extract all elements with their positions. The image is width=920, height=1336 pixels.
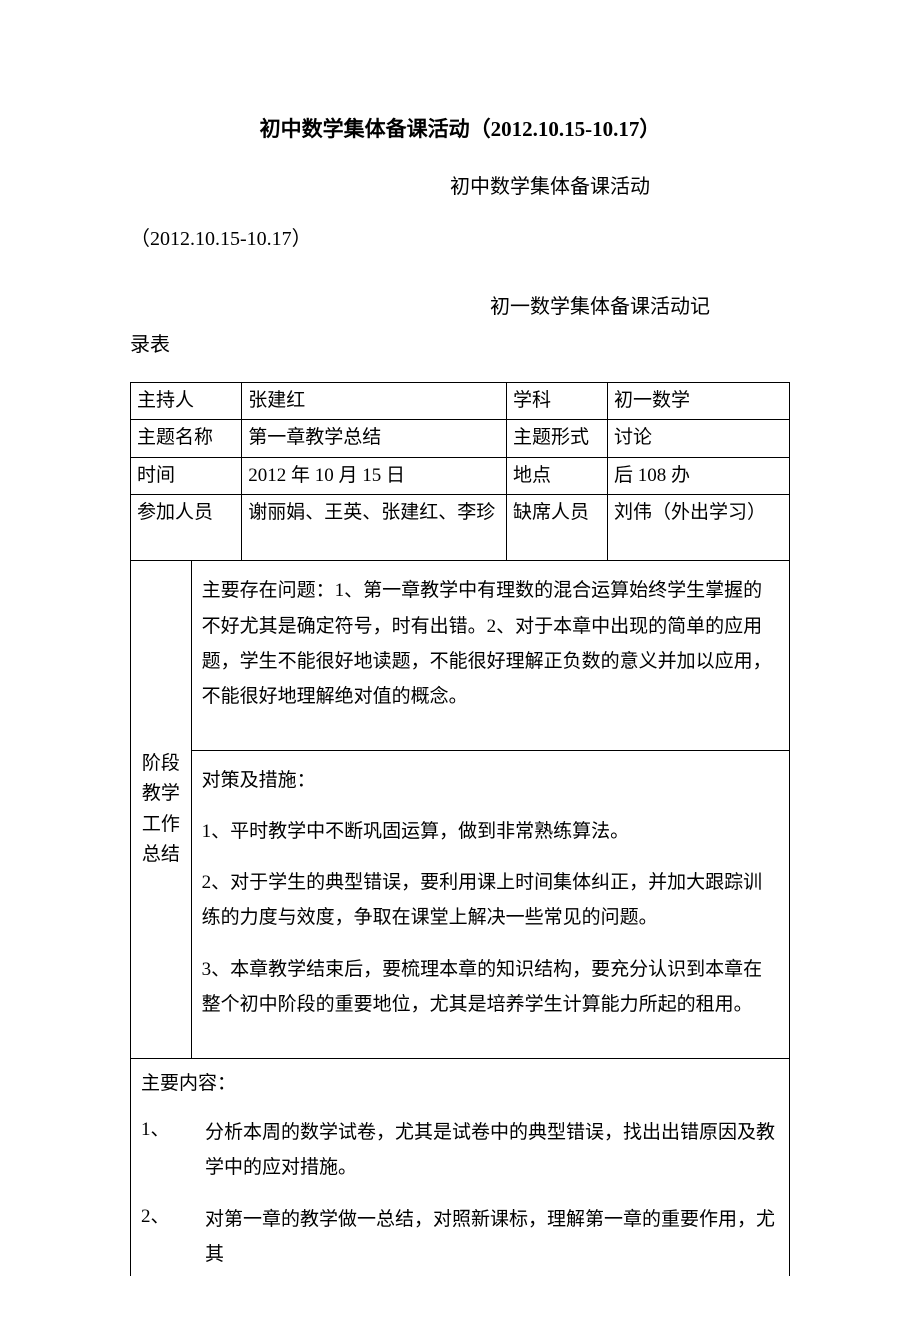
- intro-line-1: 初一数学集体备课活动记: [130, 288, 790, 326]
- main-content-item: 1、 分析本周的数学试卷，尤其是试卷中的典型错误，找出出错原因及教学中的应对措施…: [141, 1115, 779, 1185]
- measure-item: 3、本章教学结束后，要梳理本章的知识结构，要充分认识到本章在整个初中阶段的重要地…: [202, 952, 779, 1022]
- intro-line-2: 录表: [130, 326, 790, 364]
- cell-form-value: 讨论: [608, 420, 790, 457]
- cell-time-label: 时间: [131, 457, 242, 494]
- cell-absent-value: 刘伟（外出学习）: [608, 495, 790, 561]
- cell-time-value: 2012 年 10 月 15 日: [242, 457, 507, 494]
- cell-topic-label: 主题名称: [131, 420, 242, 457]
- problems-text: 主要存在问题：1、第一章教学中有理数的混合运算始终学生掌握的不好尤其是确定符号，…: [202, 573, 779, 714]
- table-row: 主要内容： 1、 分析本周的数学试卷，尤其是试卷中的典型错误，找出出错原因及教学…: [131, 1058, 790, 1275]
- cell-participants-value: 谢丽娟、王英、张建红、李珍: [242, 495, 507, 561]
- item-text: 分析本周的数学试卷，尤其是试卷中的典型错误，找出出错原因及教学中的应对措施。: [205, 1115, 779, 1185]
- page-title: 初中数学集体备课活动（2012.10.15-10.17）: [130, 110, 790, 150]
- cell-summary-label: 阶段 教学 工作 总结: [131, 561, 192, 1058]
- cell-subject-label: 学科: [506, 382, 607, 419]
- main-content-item: 2、 对第一章的教学做一总结，对照新课标，理解第一章的重要作用，尤其: [141, 1202, 779, 1272]
- cell-place-label: 地点: [506, 457, 607, 494]
- item-text: 对第一章的教学做一总结，对照新课标，理解第一章的重要作用，尤其: [205, 1202, 779, 1272]
- record-table: 主持人 张建红 学科 初一数学 主题名称 第一章教学总结 主题形式 讨论 时间 …: [130, 382, 790, 1276]
- date-range: （2012.10.15-10.17）: [130, 220, 790, 258]
- summary-label-text: 阶段 教学 工作 总结: [142, 749, 180, 871]
- cell-subject-value: 初一数学: [608, 382, 790, 419]
- item-number: 1、: [141, 1115, 205, 1185]
- table-row: 主题名称 第一章教学总结 主题形式 讨论: [131, 420, 790, 457]
- measure-item: 1、平时教学中不断巩固运算，做到非常熟练算法。: [202, 814, 779, 849]
- cell-measures: 对策及措施： 1、平时教学中不断巩固运算，做到非常熟练算法。 2、对于学生的典型…: [191, 751, 789, 1059]
- table-row: 对策及措施： 1、平时教学中不断巩固运算，做到非常熟练算法。 2、对于学生的典型…: [131, 751, 790, 1059]
- cell-host-value: 张建红: [242, 382, 507, 419]
- cell-absent-label: 缺席人员: [506, 495, 607, 561]
- cell-topic-value: 第一章教学总结: [242, 420, 507, 457]
- table-row: 主持人 张建红 学科 初一数学: [131, 382, 790, 419]
- table-row: 参加人员 谢丽娟、王英、张建红、李珍 缺席人员 刘伟（外出学习）: [131, 495, 790, 561]
- document-page: 初中数学集体备课活动（2012.10.15-10.17） 初中数学集体备课活动 …: [0, 0, 920, 1336]
- cell-problems: 主要存在问题：1、第一章教学中有理数的混合运算始终学生掌握的不好尤其是确定符号，…: [191, 561, 789, 751]
- cell-place-value: 后 108 办: [608, 457, 790, 494]
- cell-main-content: 主要内容： 1、 分析本周的数学试卷，尤其是试卷中的典型错误，找出出错原因及教学…: [131, 1058, 790, 1275]
- measures-title: 对策及措施：: [202, 763, 779, 798]
- cell-host-label: 主持人: [131, 382, 242, 419]
- page-subtitle: 初中数学集体备课活动: [130, 168, 790, 206]
- cell-participants-label: 参加人员: [131, 495, 242, 561]
- cell-form-label: 主题形式: [506, 420, 607, 457]
- table-row: 时间 2012 年 10 月 15 日 地点 后 108 办: [131, 457, 790, 494]
- table-row: 阶段 教学 工作 总结 主要存在问题：1、第一章教学中有理数的混合运算始终学生掌…: [131, 561, 790, 751]
- item-number: 2、: [141, 1202, 205, 1272]
- main-content-heading: 主要内容：: [141, 1069, 779, 1099]
- measure-item: 2、对于学生的典型错误，要利用课上时间集体纠正，并加大跟踪训练的力度与效度，争取…: [202, 865, 779, 935]
